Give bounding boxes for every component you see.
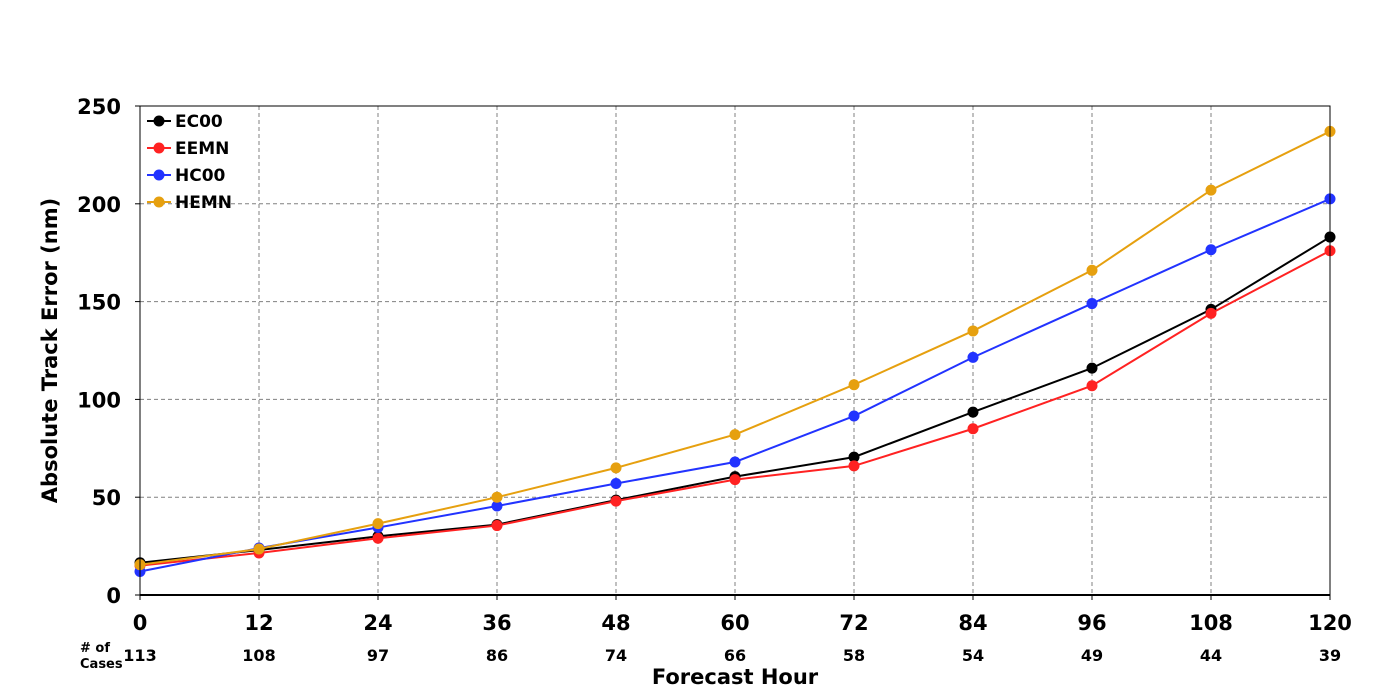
x-tick-label: 120 bbox=[1308, 611, 1352, 635]
legend-label: HEMN bbox=[175, 193, 232, 213]
case-count: 86 bbox=[486, 646, 508, 665]
legend-item-ec00: EC00 bbox=[147, 112, 223, 132]
data-point bbox=[967, 406, 979, 418]
data-point bbox=[610, 462, 622, 474]
case-count: 113 bbox=[123, 646, 156, 665]
case-count: 39 bbox=[1319, 646, 1341, 665]
x-tick-label: 48 bbox=[601, 611, 630, 635]
data-point bbox=[729, 429, 741, 441]
x-tick-label: 12 bbox=[244, 611, 273, 635]
case-count: 44 bbox=[1200, 646, 1222, 665]
x-tick-label: 96 bbox=[1077, 611, 1106, 635]
cases-header: # of Cases bbox=[80, 641, 123, 672]
y-axis-title: Absolute Track Error (nm) bbox=[38, 198, 62, 503]
case-count: 49 bbox=[1081, 646, 1103, 665]
legend-item-eemn: EEMN bbox=[147, 139, 229, 159]
data-point bbox=[1086, 362, 1098, 374]
y-tick-label: 250 bbox=[77, 95, 121, 119]
legend-item-hc00: HC00 bbox=[147, 166, 226, 186]
legend-item-hemn: HEMN bbox=[147, 193, 232, 213]
legend-label: EC00 bbox=[175, 112, 223, 132]
y-tick-label: 50 bbox=[92, 486, 121, 510]
y-tick-label: 200 bbox=[77, 193, 121, 217]
data-point bbox=[1205, 184, 1217, 196]
data-point bbox=[848, 410, 860, 422]
series-lines bbox=[134, 125, 1336, 578]
data-point bbox=[848, 460, 860, 472]
data-point bbox=[967, 351, 979, 363]
case-count: 66 bbox=[724, 646, 746, 665]
case-count: 74 bbox=[605, 646, 627, 665]
x-tick-label: 60 bbox=[720, 611, 749, 635]
data-point bbox=[848, 379, 860, 391]
data-point bbox=[610, 495, 622, 507]
x-axis-title: Forecast Hour bbox=[652, 665, 819, 689]
data-point bbox=[491, 520, 503, 532]
data-point bbox=[610, 478, 622, 490]
x-tick-label: 0 bbox=[133, 611, 148, 635]
data-point bbox=[1086, 298, 1098, 310]
data-point bbox=[1086, 264, 1098, 276]
case-count: 108 bbox=[242, 646, 275, 665]
data-point bbox=[372, 518, 384, 530]
y-tick-label: 150 bbox=[77, 291, 121, 315]
legend-marker bbox=[153, 115, 165, 127]
x-tick-label: 24 bbox=[363, 611, 392, 635]
data-point bbox=[372, 532, 384, 544]
data-point bbox=[491, 491, 503, 503]
x-tick-label: 36 bbox=[482, 611, 511, 635]
x-tick-label: 72 bbox=[839, 611, 868, 635]
legend-label: EEMN bbox=[175, 139, 229, 159]
data-point bbox=[491, 500, 503, 512]
legend-label: HC00 bbox=[175, 166, 226, 186]
x-tick-labels: 0 12 24 36 48 60 72 84 96 108 120 bbox=[133, 611, 1352, 635]
data-point bbox=[967, 423, 979, 435]
x-tick-label: 84 bbox=[958, 611, 987, 635]
y-tick-label: 0 bbox=[106, 584, 121, 608]
legend-marker bbox=[153, 169, 165, 181]
data-point bbox=[1205, 307, 1217, 319]
data-point bbox=[1086, 380, 1098, 392]
series-hemn bbox=[134, 125, 1336, 571]
data-point bbox=[1205, 244, 1217, 256]
axes bbox=[135, 105, 1331, 600]
case-count: 58 bbox=[843, 646, 865, 665]
case-count: 54 bbox=[962, 646, 984, 665]
x-tick-label: 108 bbox=[1189, 611, 1233, 635]
data-point bbox=[729, 474, 741, 486]
data-point bbox=[253, 543, 265, 555]
legend-marker bbox=[153, 196, 165, 208]
y-tick-labels: 0 50 100 150 200 250 bbox=[77, 95, 121, 608]
case-counts: 113 108 97 86 74 66 58 54 49 44 39 bbox=[123, 646, 1341, 665]
legend: EC00 EEMN HC00 HEMN bbox=[147, 112, 232, 213]
y-tick-label: 100 bbox=[77, 388, 121, 412]
data-point bbox=[967, 325, 979, 337]
data-point bbox=[848, 451, 860, 463]
case-count: 97 bbox=[367, 646, 389, 665]
legend-marker bbox=[153, 142, 165, 154]
data-point bbox=[729, 456, 741, 468]
